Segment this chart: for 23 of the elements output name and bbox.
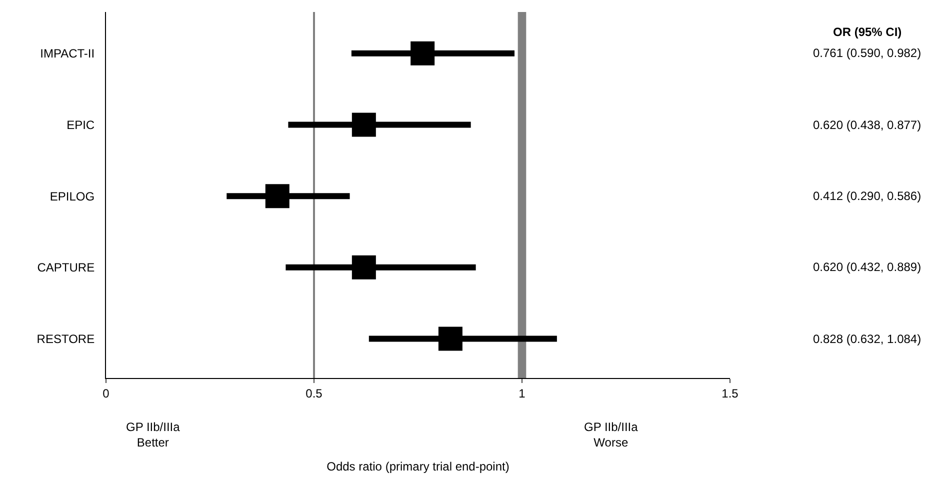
- y-tick-label: RESTORE: [36, 332, 95, 346]
- data-label: 0.620 (0.432, 0.889): [813, 260, 922, 274]
- x-axis-title: Odds ratio (primary trial end-point): [326, 459, 510, 474]
- y-tick-label: EPILOG: [50, 189, 95, 204]
- x-tick-label: 1: [518, 386, 526, 400]
- point: [265, 184, 290, 208]
- point: [410, 41, 435, 66]
- data-label: 0.828 (0.632, 1.084): [813, 332, 922, 346]
- y-tick-label: CAPTURE: [37, 260, 95, 275]
- y-tick-label: EPIC: [66, 118, 95, 132]
- text: GP IIb/IIIa Worse: [584, 420, 638, 450]
- point: [352, 112, 376, 137]
- point: [352, 255, 376, 280]
- y-tick-label: IMPACT-II: [40, 46, 95, 61]
- text: GP IIb/IIIa Better: [126, 420, 180, 450]
- x-tick-label: 1.5: [722, 386, 739, 400]
- data-label: 0.761 (0.590, 0.982): [813, 46, 922, 60]
- data-label: 0.620 (0.438, 0.877): [813, 118, 922, 132]
- x-tick-label: 0: [102, 386, 110, 400]
- data-label: 0.412 (0.290, 0.586): [813, 189, 922, 203]
- text: OR (95% CI): [833, 25, 902, 39]
- point: [438, 326, 462, 351]
- x-tick-label: 0.5: [306, 386, 323, 400]
